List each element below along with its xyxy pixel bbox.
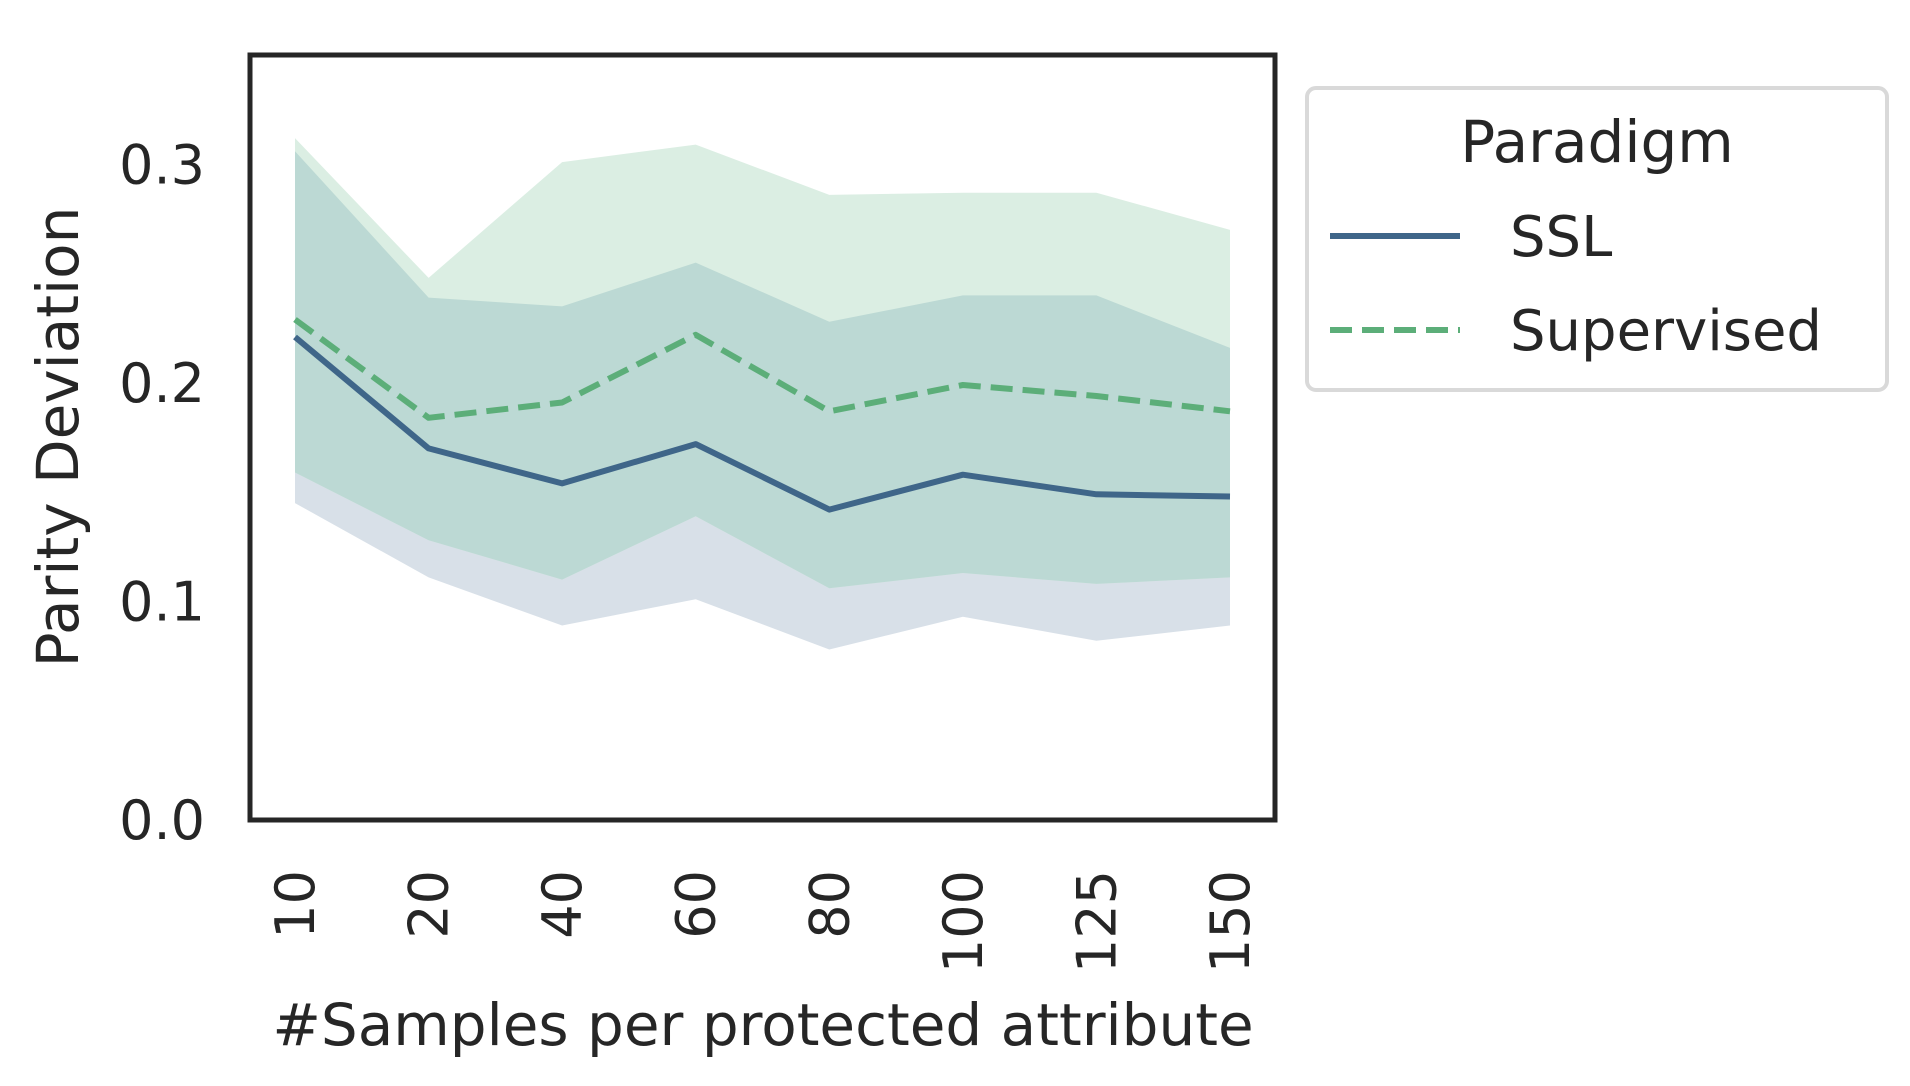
- x-tick-label: 125: [1065, 870, 1128, 973]
- y-tick-label: 0.2: [119, 352, 205, 415]
- y-tick-label: 0.1: [119, 570, 205, 633]
- legend-frame: [1305, 86, 1889, 392]
- y-tick-label: 0.0: [119, 789, 205, 852]
- x-tick-label: 40: [531, 870, 594, 939]
- y-tick-label: 0.3: [119, 133, 205, 196]
- plot-area: [247, 52, 1278, 823]
- x-tick-labels: 10 20 40 60 80 100 125 150: [264, 870, 1262, 973]
- legend-label-ssl: SSL: [1510, 205, 1612, 270]
- ssl-line: [293, 334, 1231, 513]
- x-tick-label: 10: [264, 870, 327, 939]
- x-tick-label: 60: [665, 870, 728, 939]
- series-lines: [293, 317, 1231, 513]
- legend-label-supervised: Supervised: [1510, 299, 1822, 364]
- y-axis-label: Parity Deviation: [24, 207, 92, 668]
- legend-title: Paradigm: [1460, 108, 1734, 176]
- x-axis-label: #Samples per protected attribute: [272, 991, 1253, 1059]
- x-tick-label: 20: [398, 870, 461, 939]
- legend: Paradigm SSL Supervised: [1305, 86, 1889, 392]
- supervised-line: [293, 317, 1231, 421]
- x-tick-label: 80: [798, 870, 861, 939]
- x-tick-label: 150: [1199, 870, 1262, 973]
- y-tick-labels: 0.0 0.1 0.2 0.3: [119, 133, 205, 852]
- x-tick-label: 100: [932, 870, 995, 973]
- axes-frame: [247, 52, 1278, 823]
